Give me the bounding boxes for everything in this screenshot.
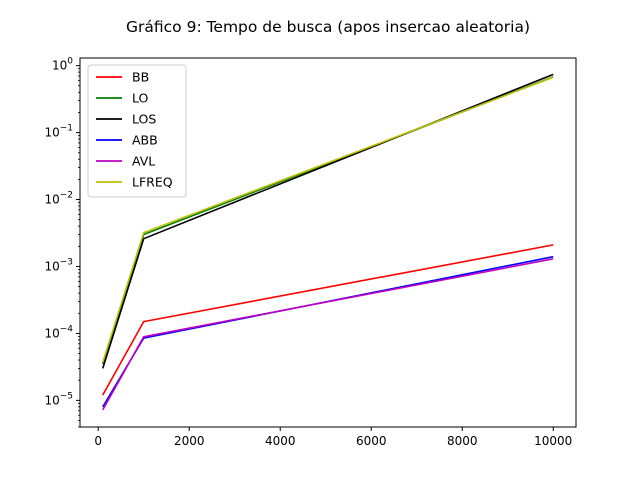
series-line-avl [102,258,554,411]
x-tick-label: 6000 [356,434,387,448]
x-axis: 0 2000 4000 6000 8000 10000 [94,427,572,448]
y-tick-label: 100 [52,57,73,73]
y-tick-label: 10−4 [44,324,73,340]
legend-label-lfreq: LFREQ [132,175,173,190]
x-tick-label: 10000 [534,434,572,448]
y-axis: 10−5 10−4 10−3 10−2 10−1 100 [44,57,80,428]
legend-label-abb: ABB [132,133,158,148]
legend-label-lo: LO [132,91,149,106]
y-tick-label: 10−5 [44,391,73,407]
series-layer [101,73,554,411]
y-tick-label: 10−3 [44,257,73,273]
legend-label-los: LOS [132,112,156,127]
series-line-lfreq [101,76,554,363]
y-tick-label: 10−2 [44,191,73,207]
legend-label-avl: AVL [132,154,155,169]
legend-label-bb: BB [132,70,149,85]
x-tick-label: 0 [94,434,102,448]
x-tick-label: 2000 [174,434,205,448]
x-tick-label: 4000 [265,434,296,448]
legend: BB LO LOS ABB AVL LFREQ [87,64,187,198]
series-line-bb [102,244,554,396]
plot-frame [79,57,577,428]
x-tick-label: 8000 [447,434,478,448]
chart-title: Gráfico 9: Tempo de busca (apos insercao… [126,18,530,36]
y-tick-label: 10−1 [44,124,73,140]
